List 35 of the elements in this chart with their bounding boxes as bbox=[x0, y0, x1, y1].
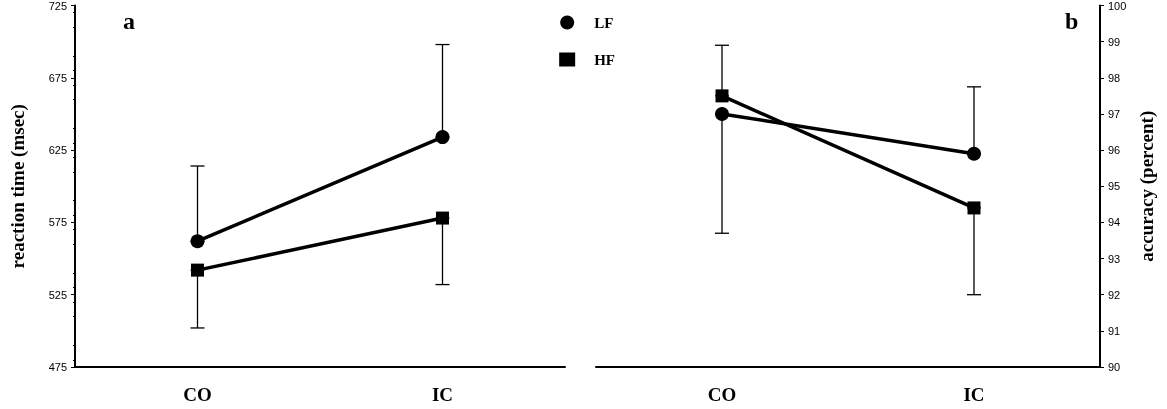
x-tick-label: IC bbox=[431, 384, 454, 405]
y2-tick-label: 93 bbox=[1108, 252, 1121, 265]
y-tick-label: 575 bbox=[48, 216, 67, 229]
y-axis-title: reaction time (msec) bbox=[7, 104, 29, 269]
point bbox=[191, 263, 204, 277]
y2-tick-label: 94 bbox=[1108, 216, 1121, 229]
y2-tick-label: 100 bbox=[1108, 0, 1127, 12]
y-tick-label: 625 bbox=[48, 144, 67, 157]
y2-tick-label: 91 bbox=[1108, 324, 1121, 337]
chart-title: a bbox=[123, 8, 135, 34]
y2-tick-label: 92 bbox=[1108, 288, 1121, 301]
y-tick-label: 675 bbox=[48, 71, 67, 84]
x-tick-label: CO bbox=[183, 384, 212, 405]
point bbox=[715, 89, 729, 103]
point bbox=[435, 130, 450, 145]
y2-tick-label: 95 bbox=[1108, 180, 1121, 193]
x-tick-label: CO bbox=[707, 384, 737, 405]
point bbox=[967, 146, 981, 161]
y-tick-label: 475 bbox=[48, 361, 67, 373]
y2-tick-label: 98 bbox=[1108, 71, 1121, 84]
y2-tick-label: 99 bbox=[1108, 35, 1121, 48]
y2-tick-label: 90 bbox=[1108, 361, 1121, 373]
y-tick-label: 725 bbox=[48, 0, 67, 12]
x-tick-label: IC bbox=[963, 384, 985, 405]
chart-title: b bbox=[1065, 8, 1079, 34]
point bbox=[715, 106, 729, 121]
y-tick-label: 525 bbox=[48, 288, 67, 301]
y2-tick-label: 96 bbox=[1108, 144, 1121, 157]
legend-label: LF bbox=[594, 14, 614, 31]
point bbox=[190, 234, 205, 249]
legend-label: HF bbox=[594, 51, 616, 68]
point bbox=[436, 211, 449, 225]
y2-axis-title: accuracy (percent) bbox=[1136, 110, 1159, 262]
y2-tick-label: 97 bbox=[1108, 107, 1121, 120]
point bbox=[967, 201, 981, 215]
